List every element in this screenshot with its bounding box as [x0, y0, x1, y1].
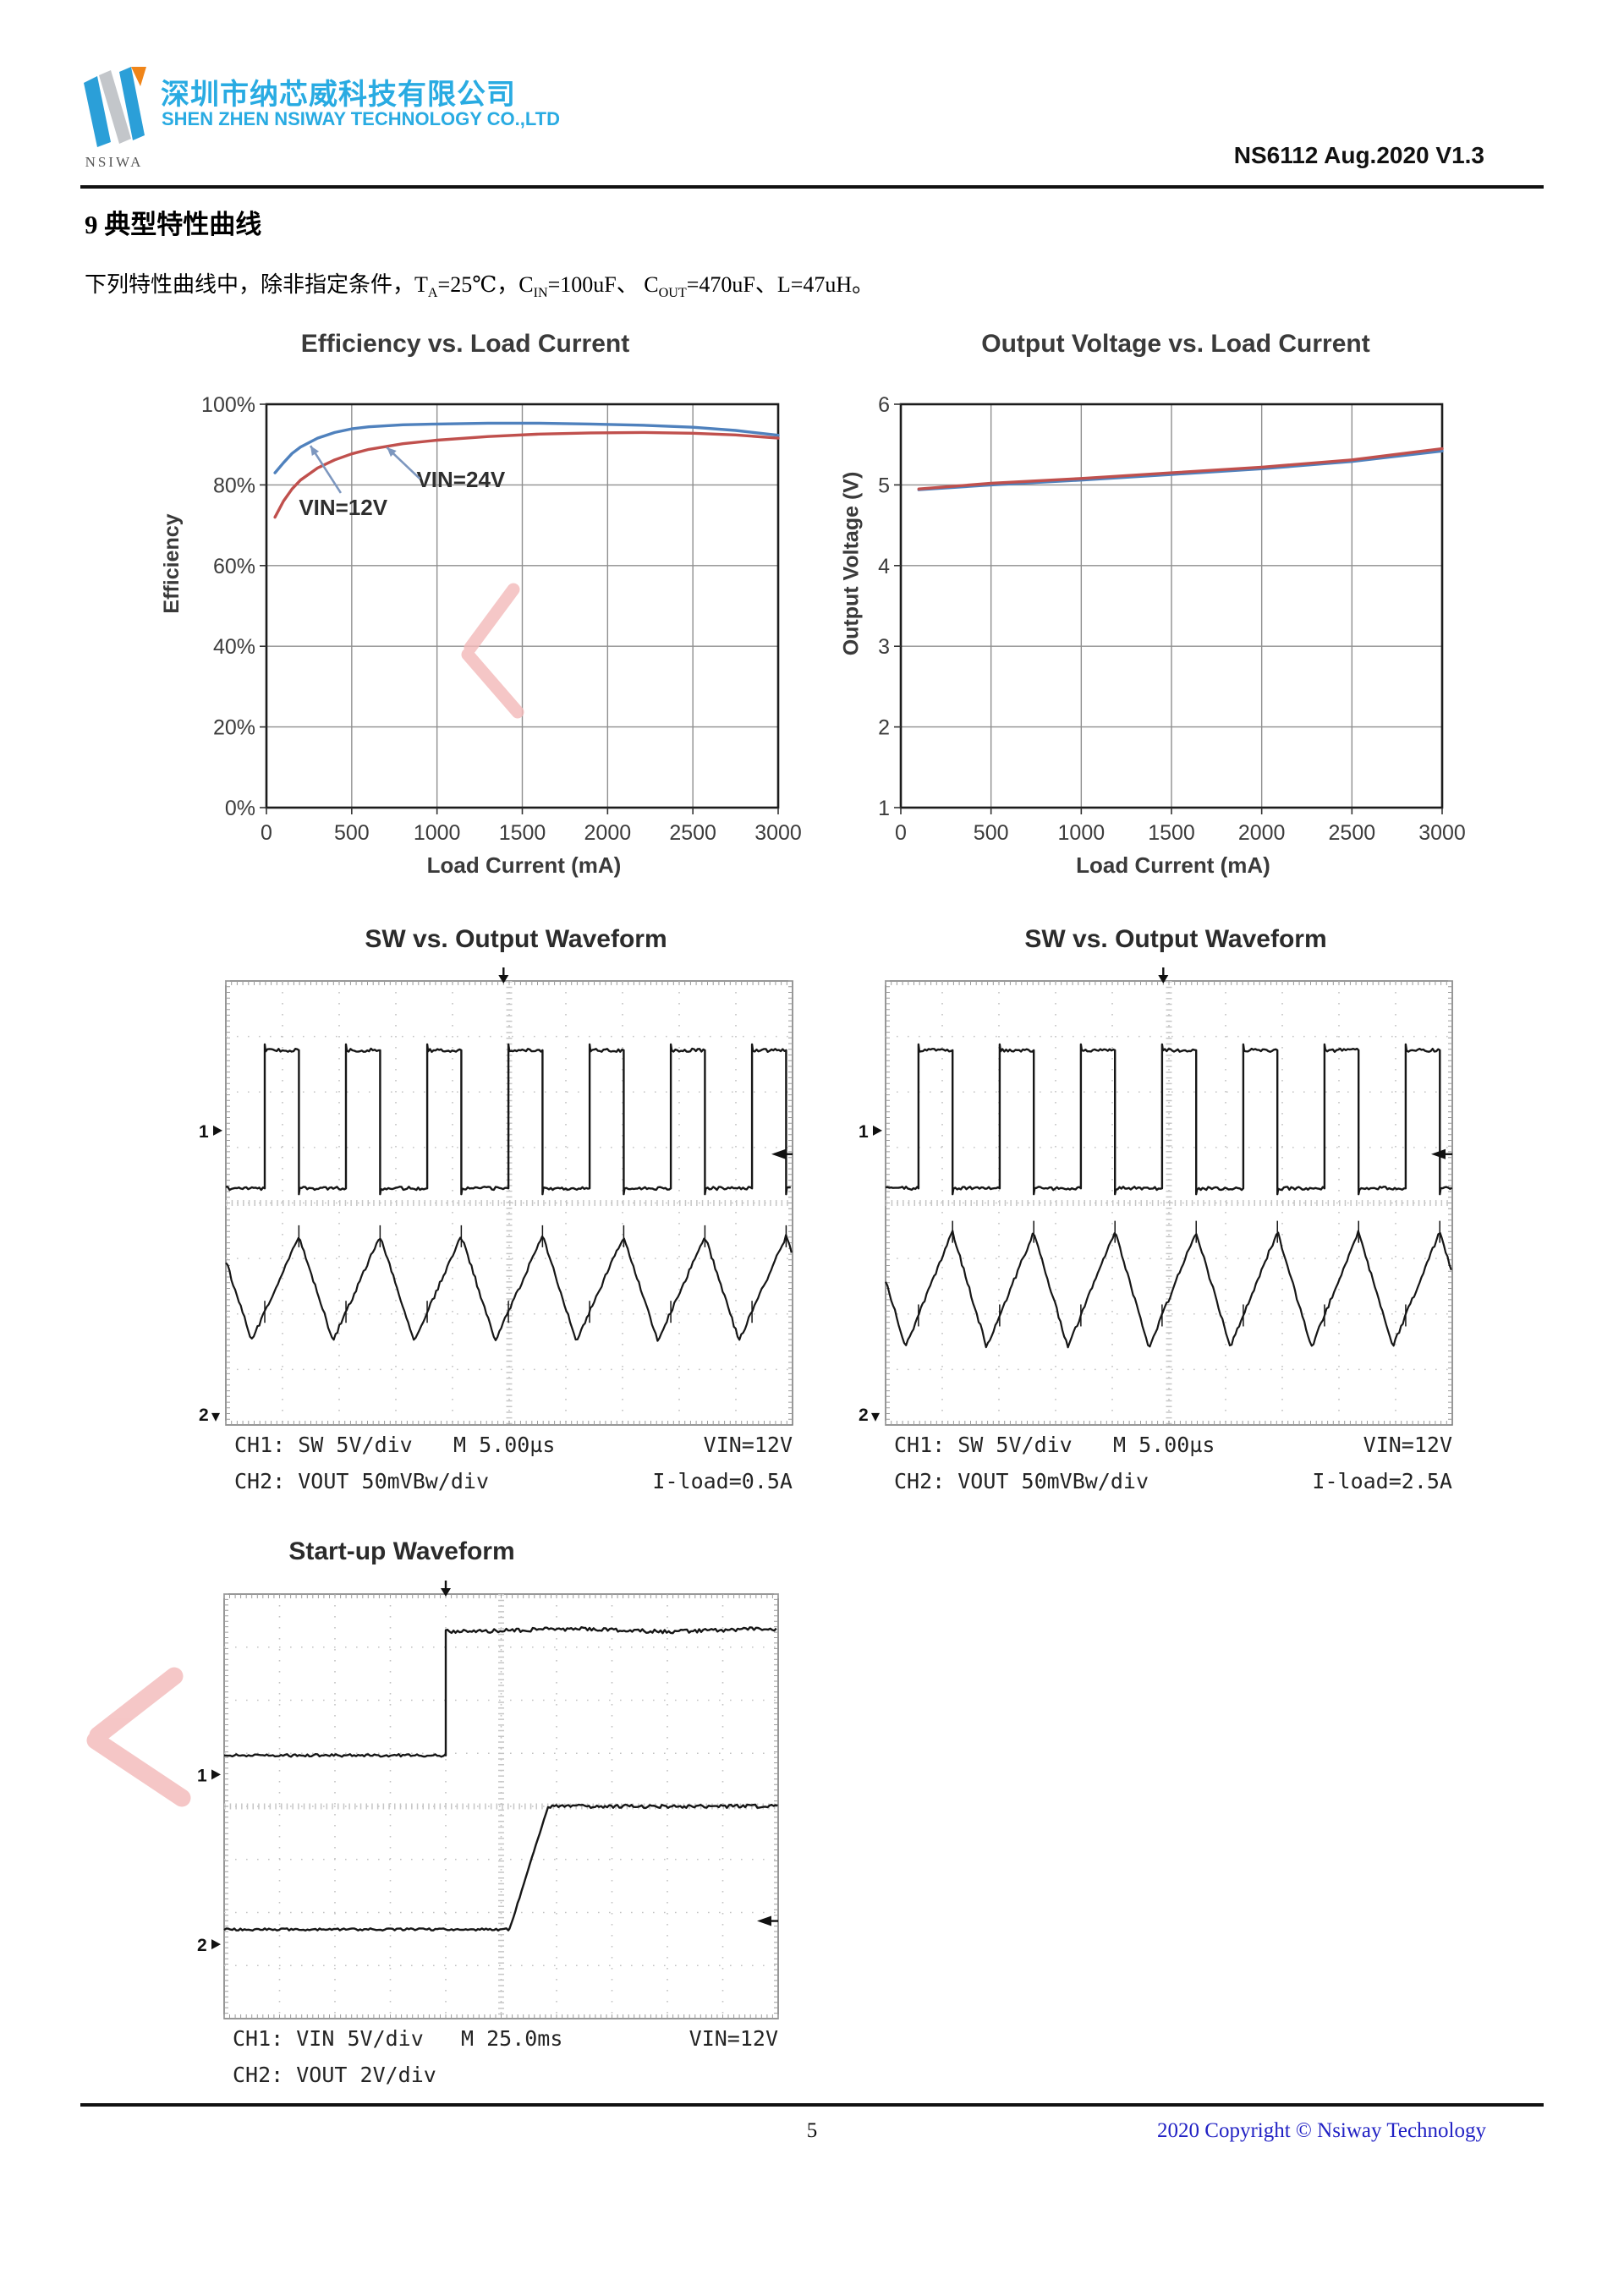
sw2-title: SW vs. Output Waveform: [1024, 925, 1327, 953]
svg-text:2000: 2000: [1238, 821, 1286, 845]
svg-text:VIN=24V: VIN=24V: [416, 467, 505, 492]
copyright-text: 2020 Copyright © Nsiway Technology: [1157, 2119, 1486, 2142]
svg-text:60%: 60%: [213, 555, 255, 578]
vin-label: VIN=12V: [689, 2026, 778, 2051]
sw2-caption: CH1: SW 5V/div M 5.00µs VIN=12V CH2: VOU…: [894, 1433, 1452, 1505]
vout-chart-title: Output Voltage vs. Load Current: [981, 330, 1370, 358]
svg-text:20%: 20%: [213, 716, 255, 740]
svg-text:2: 2: [197, 1936, 207, 1955]
svg-text:1: 1: [878, 797, 890, 820]
efficiency-chart-title: Efficiency vs. Load Current: [300, 330, 630, 358]
vout-xlabel: Load Current (mA): [1076, 852, 1270, 878]
sw1-title: SW vs. Output Waveform: [365, 925, 667, 953]
svg-text:40%: 40%: [213, 635, 255, 659]
efficiency-xlabel: Load Current (mA): [426, 852, 622, 878]
ch2-label: CH2: VOUT 50mVBw/div: [234, 1469, 490, 1493]
svg-text:1500: 1500: [499, 821, 546, 845]
startup-title: Start-up Waveform: [288, 1537, 515, 1565]
svg-text:500: 500: [974, 821, 1009, 845]
startup-caption: CH1: VIN 5V/div M 25.0ms VIN=12V CH2: VO…: [233, 2026, 778, 2099]
svg-text:4: 4: [878, 555, 890, 578]
ch2-label: CH2: VOUT 2V/div: [233, 2063, 436, 2087]
svg-text:2: 2: [878, 716, 890, 740]
svg-text:0%: 0%: [225, 797, 255, 820]
svg-text:1: 1: [199, 1122, 209, 1142]
svg-text:2000: 2000: [584, 821, 632, 845]
svg-text:0: 0: [895, 821, 907, 845]
svg-text:2500: 2500: [669, 821, 716, 845]
startup-scope: 12: [197, 1581, 779, 2019]
page-number: 5: [806, 2119, 818, 2142]
svg-text:2500: 2500: [1329, 821, 1376, 845]
ch1-label: CH1: VIN 5V/div: [233, 2026, 424, 2051]
vin-label: VIN=12V: [1363, 1433, 1452, 1457]
company-name-en: SHEN ZHEN NSIWAY TECHNOLOGY CO.,LTD: [162, 108, 561, 129]
header-rule: [80, 185, 1544, 189]
svg-text:VIN=12V: VIN=12V: [299, 495, 387, 520]
section-title: 9 典型特性曲线: [85, 210, 262, 239]
vout-chart: 0 500 1000 1500 2000 2500 3000 1 2 3 4 5 6: [878, 393, 1466, 845]
svg-text:1000: 1000: [1058, 821, 1106, 845]
ch1-label: CH1: SW 5V/div: [894, 1433, 1073, 1457]
svg-text:2: 2: [859, 1406, 869, 1425]
svg-text:100%: 100%: [201, 393, 255, 417]
timebase-label: M 25.0ms: [461, 2026, 563, 2051]
nsiway-logo-icon: NSIWA: [84, 67, 146, 170]
sw2-scope: 12: [859, 967, 1453, 1426]
timebase-label: M 5.00µs: [1113, 1433, 1215, 1457]
conditions-text: 下列特性曲线中，除非指定条件，TA=25℃，CIN=100uF、 COUT=47…: [85, 272, 875, 301]
company-name-cn: 深圳市纳芯威科技有限公司: [161, 79, 516, 111]
svg-text:0: 0: [261, 821, 272, 845]
svg-text:3000: 3000: [754, 821, 802, 845]
svg-text:1500: 1500: [1148, 821, 1195, 845]
svg-text:80%: 80%: [213, 474, 255, 497]
ch2-label: CH2: VOUT 50mVBw/div: [894, 1469, 1149, 1493]
svg-text:500: 500: [334, 821, 370, 845]
logo-text: NSIWA: [85, 154, 144, 170]
svg-text:1000: 1000: [414, 821, 461, 845]
svg-text:3000: 3000: [1418, 821, 1466, 845]
svg-text:1: 1: [859, 1122, 869, 1142]
iload-label: I-load=2.5A: [1312, 1469, 1452, 1493]
doc-version: NS6112 Aug.2020 V1.3: [1233, 142, 1484, 168]
sw1-scope: 12: [199, 967, 793, 1426]
vin-label: VIN=12V: [703, 1433, 793, 1457]
efficiency-chart: 0 500 1000 1500 2000 2500 3000 0% 20% 40% 60% 80% 10…: [201, 393, 802, 845]
ch1-label: CH1: SW 5V/div: [234, 1433, 413, 1457]
timebase-label: M 5.00µs: [453, 1433, 556, 1457]
svg-text:5: 5: [878, 474, 890, 497]
sw1-caption: CH1: SW 5V/div M 5.00µs VIN=12V CH2: VOU…: [234, 1433, 793, 1505]
iload-label: I-load=0.5A: [652, 1469, 793, 1493]
svg-text:1: 1: [197, 1766, 207, 1785]
svg-text:2: 2: [199, 1406, 209, 1425]
footer-rule: [80, 2103, 1544, 2107]
svg-text:6: 6: [878, 393, 890, 417]
svg-text:3: 3: [878, 635, 890, 659]
